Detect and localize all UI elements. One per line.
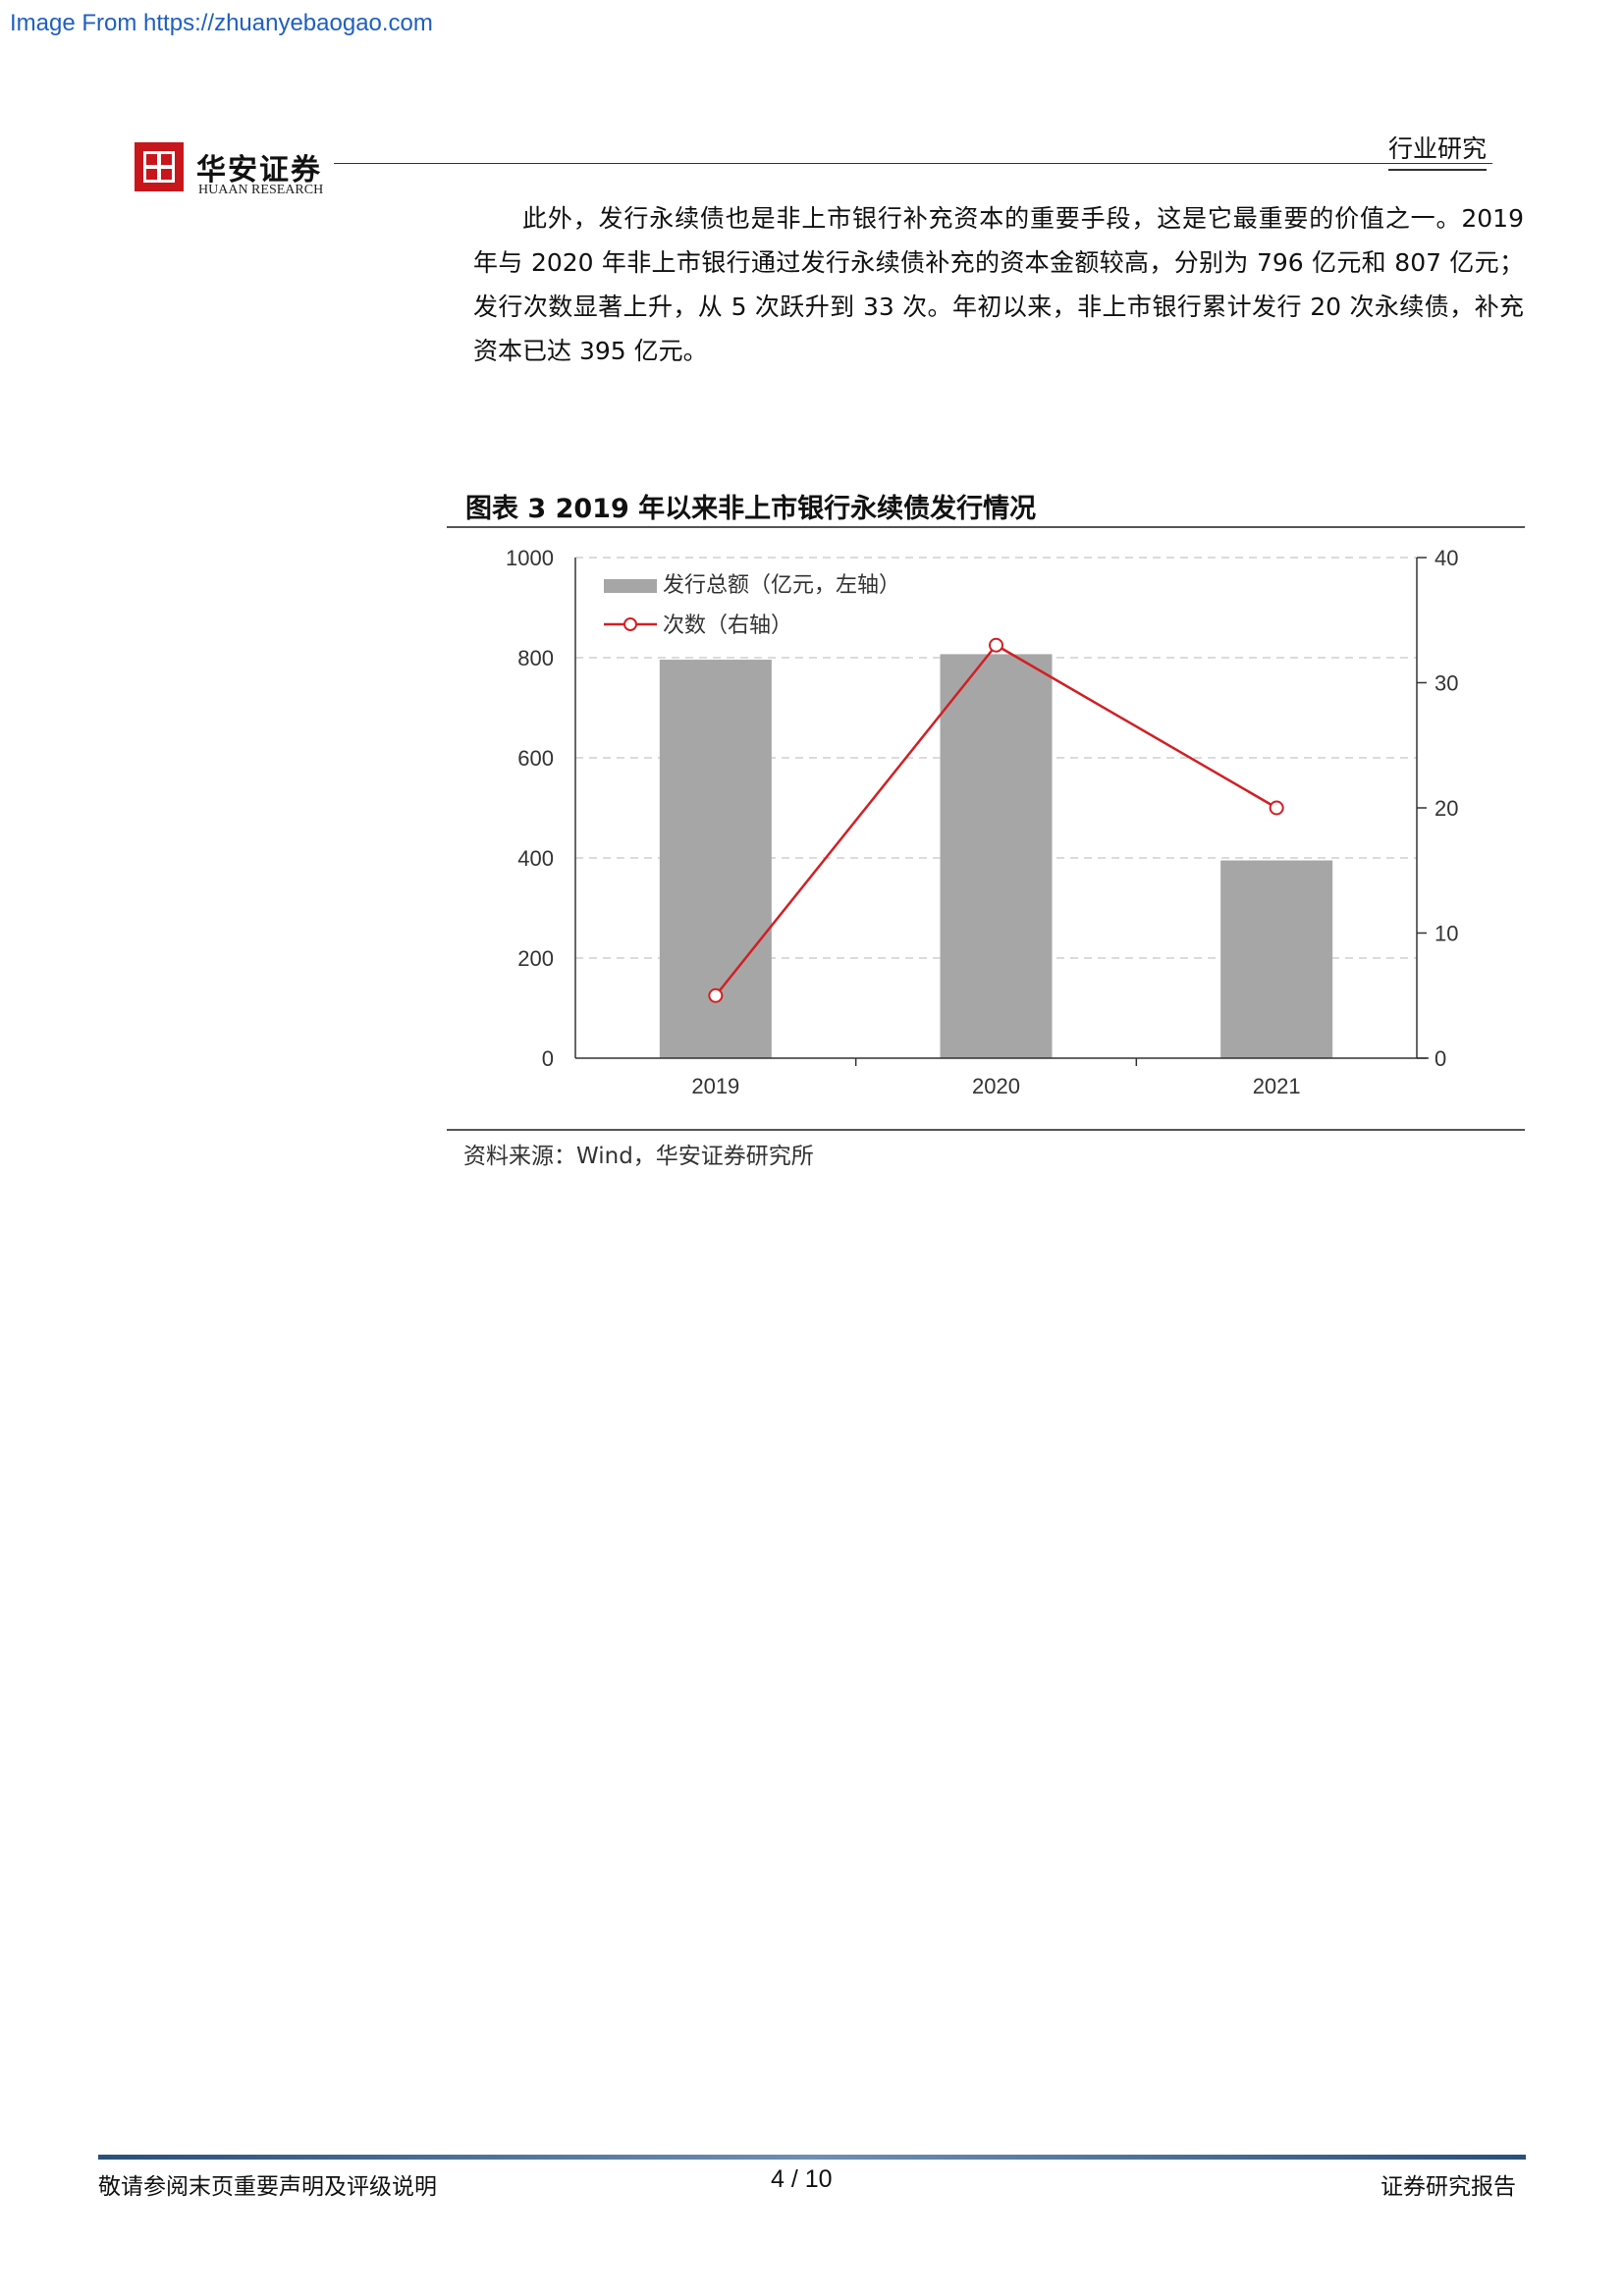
x-tick-label: 2019: [691, 1074, 739, 1098]
bar-2021: [1220, 860, 1333, 1058]
y-left-tick-label: 400: [517, 846, 554, 871]
figure-bottom-rule: [447, 1129, 1525, 1131]
right-ticks: 0 10 20 30 40: [1417, 546, 1458, 1071]
y-left-tick-label: 1000: [506, 546, 554, 570]
legend: 发行总额（亿元，左轴） 次数（右轴）: [604, 573, 900, 638]
section-label: 行业研究: [1387, 130, 1487, 171]
brand-name-en: HUAAN RESEARCH: [198, 183, 324, 197]
y-left-tick-label: 200: [517, 946, 554, 971]
figure-source: 资料来源：Wind，华安证券研究所: [463, 1144, 814, 1169]
huaan-logo-icon: [135, 142, 184, 191]
line-series: [708, 637, 1284, 1003]
figure-title: 图表 3 2019 年以来非上市银行永续债发行情况: [465, 494, 1037, 524]
chart: 0 200 400 600 800 1000 0 10 20 30 40 2019 2020 2021…: [506, 546, 1458, 1098]
legend-line-label: 次数（右轴）: [663, 614, 792, 638]
figure-top-rule: [447, 526, 1525, 528]
bar-2020: [940, 654, 1053, 1058]
legend-line-marker: [623, 617, 637, 631]
source-url[interactable]: Image From https://zhuanyebaogao.com: [10, 10, 433, 36]
footer-bar: [98, 2155, 1526, 2160]
y-right-tick-label: 40: [1435, 546, 1458, 570]
left-ticks: 0 200 400 600 800 1000: [506, 546, 554, 1071]
page-number: 4 / 10: [771, 2165, 833, 2193]
line-point-2020: [989, 637, 1003, 653]
y-right-tick-label: 0: [1435, 1046, 1446, 1071]
category-labels: 2019 2020 2021: [691, 1058, 1301, 1098]
header-divider: [334, 163, 1492, 164]
y-left-tick-label: 800: [517, 646, 554, 670]
legend-bar-label: 发行总额（亿元，左轴）: [663, 573, 900, 598]
legend-bar-swatch: [604, 579, 657, 593]
brand-name-cn: 华安证券: [196, 153, 322, 187]
footer-report-type: 证券研究报告: [1380, 2174, 1516, 2200]
y-left-tick-label: 600: [517, 746, 554, 771]
body-paragraph: 此外，发行永续债也是非上市银行补充资本的重要手段，这是它最重要的价值之一。201…: [473, 204, 1524, 365]
line-point-2021: [1269, 800, 1284, 816]
x-tick-label: 2020: [972, 1074, 1020, 1098]
footer-disclaimer: 敬请参阅末页重要声明及评级说明: [98, 2174, 437, 2200]
line-point-2019: [708, 988, 724, 1003]
y-right-tick-label: 30: [1435, 671, 1458, 696]
y-right-tick-label: 20: [1435, 796, 1458, 821]
bars: [659, 654, 1333, 1058]
x-tick-label: 2021: [1253, 1074, 1301, 1098]
y-right-tick-label: 10: [1435, 922, 1458, 946]
y-left-tick-label: 0: [542, 1046, 554, 1071]
